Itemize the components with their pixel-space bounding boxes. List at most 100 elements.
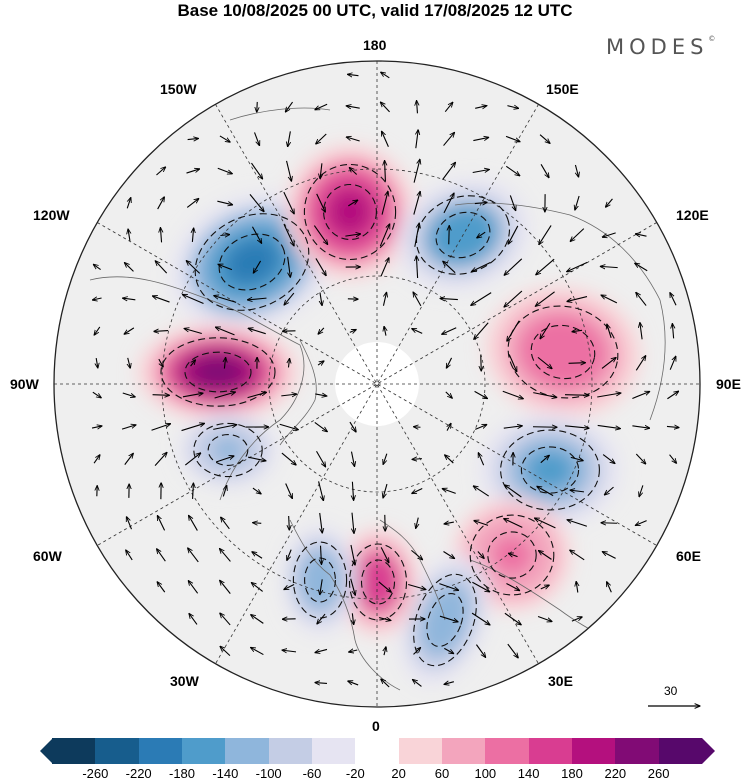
wind-vector	[413, 191, 420, 215]
wind-vector	[252, 552, 263, 559]
wind-vector	[316, 193, 326, 212]
lon-label-0: 0	[372, 718, 380, 734]
wind-vector	[379, 618, 391, 621]
wind-vector	[184, 453, 200, 466]
wind-vector	[408, 583, 426, 590]
wind-vector	[251, 647, 264, 656]
wind-vector	[157, 582, 166, 593]
wind-vector	[284, 584, 295, 590]
wind-vector	[477, 551, 484, 559]
wind-vector	[535, 291, 555, 306]
copyright-mark: ©	[708, 35, 716, 43]
colorbar-tick-label: -100	[255, 766, 282, 781]
wind-vector	[287, 256, 291, 277]
wind-vector	[413, 680, 422, 687]
wind-vector	[349, 330, 356, 333]
wind-vector	[314, 421, 327, 431]
wind-vector	[414, 427, 421, 428]
wind-vector	[316, 450, 326, 467]
wind-vector	[188, 581, 199, 594]
wind-vector	[345, 234, 360, 236]
wind-vector	[224, 357, 225, 369]
wind-vector	[346, 137, 360, 142]
wind-vector	[533, 392, 557, 398]
wind-vector	[607, 324, 612, 338]
wind-vector	[218, 264, 233, 271]
wind-vector	[571, 617, 582, 622]
contour-high-95E	[530, 324, 596, 380]
wind-vector	[443, 132, 455, 146]
wind-vector	[597, 393, 621, 398]
wind-vector	[348, 74, 359, 75]
height-contours	[160, 163, 619, 667]
wind-vector	[474, 322, 489, 340]
wind-vector	[320, 163, 322, 178]
wind-vector	[213, 425, 237, 430]
colorbar-tick-label: 60	[434, 766, 450, 781]
wind-vector	[251, 583, 263, 592]
wind-vector	[540, 585, 549, 589]
wind-vector	[186, 169, 199, 174]
wind-vector	[160, 228, 161, 243]
wind-vector	[412, 488, 423, 494]
wind-vector	[315, 258, 326, 275]
wind-vector	[443, 551, 454, 559]
anomaly-low-80W	[211, 437, 245, 463]
wind-vector	[190, 360, 196, 367]
wind-vector	[156, 167, 165, 176]
wind-vector	[602, 552, 616, 559]
wind-vector	[349, 650, 358, 652]
wind-vector	[636, 292, 647, 306]
wind-vector	[474, 202, 487, 203]
wind-vector	[279, 423, 299, 429]
wind-vector	[503, 426, 522, 428]
wind-vector	[537, 616, 552, 622]
wind-vector	[221, 517, 230, 530]
wind-vector	[445, 391, 452, 398]
wind-vector	[155, 261, 168, 274]
colorbar-swatch	[355, 738, 399, 764]
wind-vector	[220, 235, 229, 236]
wind-vector	[253, 523, 262, 524]
wind-vector	[667, 391, 678, 400]
wind-vector	[576, 581, 578, 593]
wind-vector	[220, 549, 231, 562]
colorbar-tick-label: 20	[391, 766, 406, 781]
colorbar-swatch	[528, 738, 572, 764]
wind-vector	[575, 164, 578, 177]
colorbar-swatch	[268, 738, 312, 764]
wind-vector	[122, 392, 135, 397]
colorbar-tick-label: 220	[604, 766, 627, 781]
wind-vector	[606, 198, 613, 207]
wind-vectors	[92, 72, 679, 688]
wind-vector	[570, 550, 585, 561]
wind-vector	[632, 392, 649, 399]
wind-vector	[350, 544, 355, 565]
wind-vector	[283, 223, 294, 246]
wind-vector	[601, 358, 616, 369]
wind-vector	[442, 489, 456, 494]
contour-low-70E	[520, 446, 580, 494]
brand-text: MODES	[606, 35, 709, 59]
wind-vector	[416, 130, 418, 149]
colorbar-swatch	[95, 738, 139, 764]
wind-vector	[128, 229, 130, 241]
wind-vector	[601, 295, 618, 304]
wind-vector	[215, 456, 234, 463]
wind-vector	[597, 424, 621, 428]
wind-vector	[124, 327, 135, 334]
wind-vector	[381, 679, 390, 688]
wind-vector	[411, 549, 422, 559]
graticule	[54, 61, 700, 707]
contour-high-40E	[469, 514, 555, 596]
wind-vector	[636, 234, 647, 236]
wind-vector	[346, 106, 360, 108]
lon-label-180: 180	[363, 37, 387, 53]
wind-vector	[635, 520, 647, 526]
wind-vector	[217, 167, 232, 174]
contour-low-20W	[292, 541, 348, 619]
lon-label-30e: 30E	[548, 673, 573, 689]
wind-vector	[505, 485, 522, 498]
wind-vector	[352, 481, 353, 501]
wind-vector	[92, 391, 101, 398]
